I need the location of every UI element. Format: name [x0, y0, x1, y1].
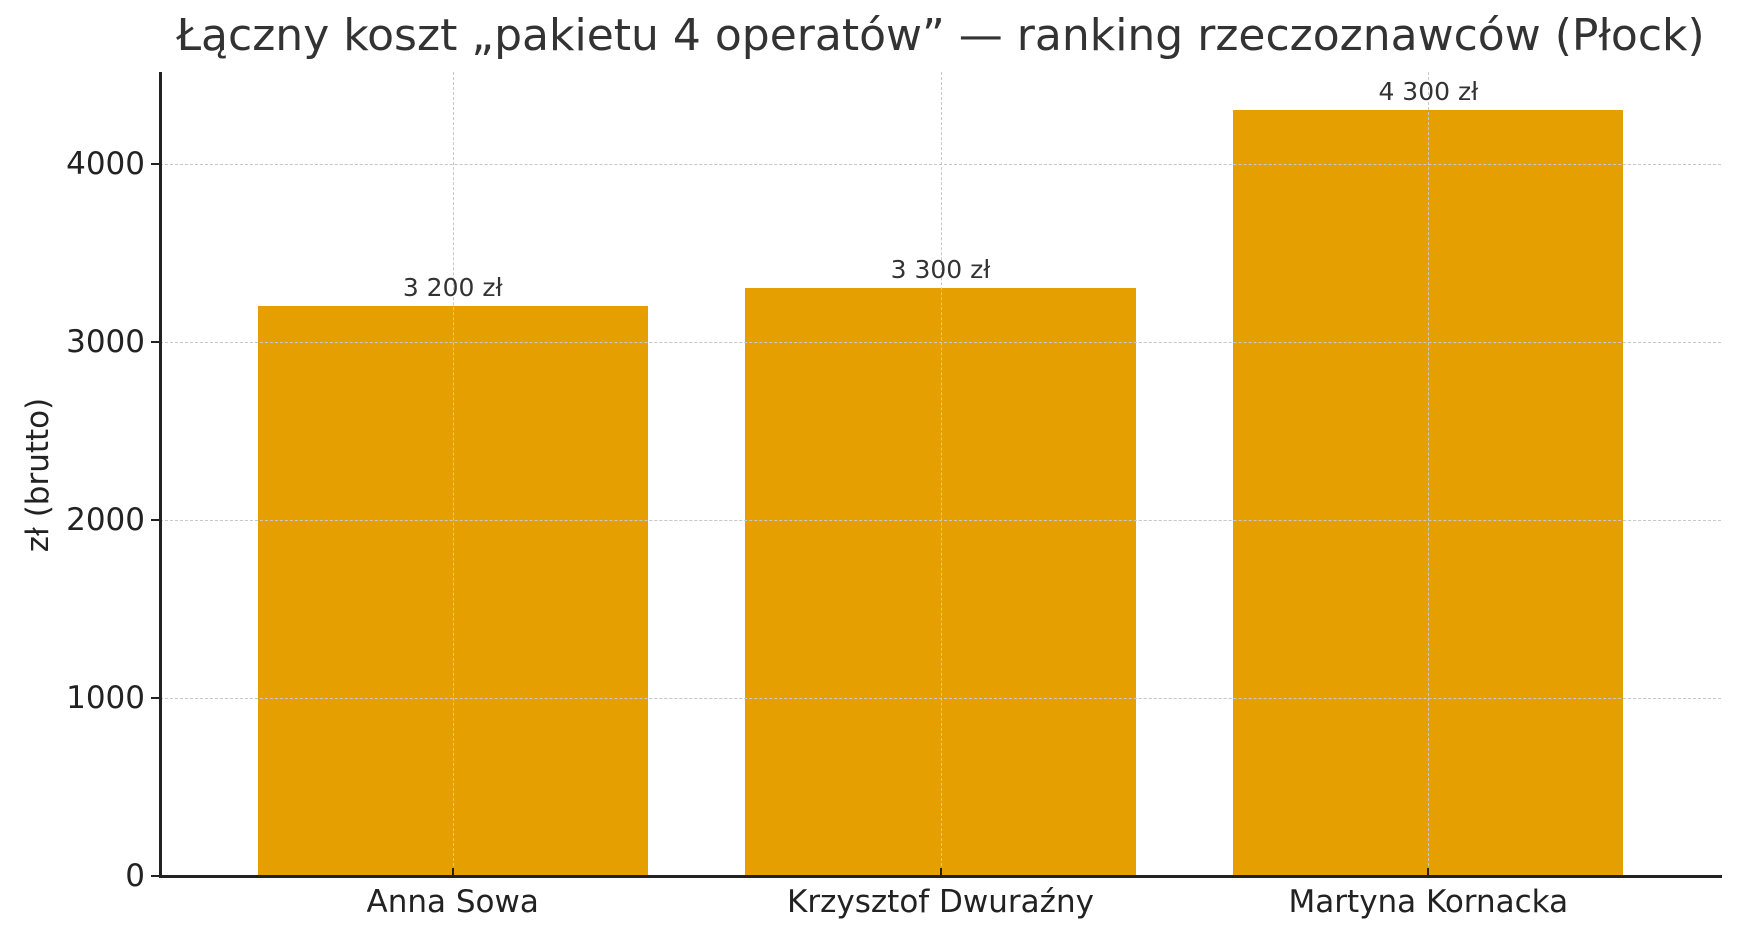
y-tick-label: 3000: [66, 323, 145, 360]
y-axis-line: [159, 72, 162, 878]
y-tick: [151, 162, 160, 165]
y-tick: [151, 875, 160, 877]
y-tick-label: 1000: [66, 679, 145, 716]
x-gridline: [452, 72, 454, 876]
y-tick: [151, 340, 160, 343]
x-tick: [451, 868, 454, 877]
x-gridline: [1428, 72, 1430, 876]
y-tick: [151, 696, 160, 699]
y-tick: [151, 518, 160, 521]
y-tick-label: 4000: [66, 145, 145, 182]
bar-value-label: 3 300 zł: [890, 255, 991, 285]
bar-value-label: 4 300 zł: [1378, 77, 1479, 107]
chart-title: Łączny koszt „pakietu 4 operatów” — rank…: [176, 10, 1705, 61]
bar-value-label: 3 200 zł: [402, 273, 503, 303]
x-tick: [1427, 868, 1430, 877]
y-gridline: [160, 163, 1721, 165]
x-tick: [939, 868, 942, 877]
y-gridline: [160, 697, 1721, 699]
y-tick-label: 0: [125, 858, 145, 894]
y-gridline: [160, 341, 1721, 343]
x-gridline: [940, 72, 942, 876]
y-axis-label: zł (brutto): [20, 397, 56, 553]
plot-area: 3 200 zł 3 300 zł 4 300 zł: [160, 72, 1721, 876]
x-tick-label: Krzysztof Dwuraźny: [787, 884, 1094, 920]
x-tick-label: Anna Sowa: [366, 884, 539, 920]
y-gridline: [160, 519, 1721, 521]
y-tick-label: 2000: [66, 501, 145, 538]
x-tick-label: Martyna Kornacka: [1288, 884, 1569, 920]
